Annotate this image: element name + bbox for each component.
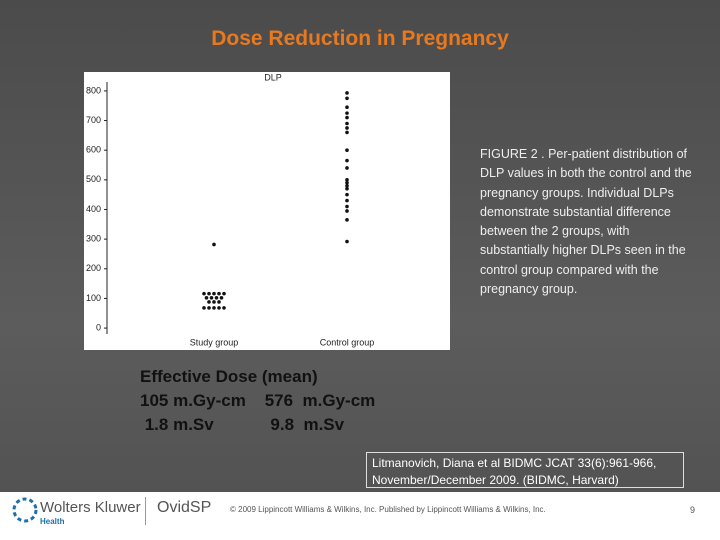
product: OvidSP — [157, 499, 212, 516]
dot — [345, 178, 349, 182]
copyright: © 2009 Lippincott Williams & Wilkins, In… — [230, 505, 546, 514]
dot — [217, 306, 221, 310]
dot — [217, 291, 221, 296]
dot — [222, 306, 226, 310]
dot — [214, 296, 219, 300]
dot — [222, 291, 226, 296]
dot — [345, 105, 349, 109]
dot — [345, 158, 349, 163]
dot — [345, 181, 349, 185]
dot — [345, 198, 349, 203]
citation-line: Litmanovich, Diana et al BIDMC JCAT 33(6… — [372, 456, 657, 470]
dot — [207, 291, 211, 296]
slide-title: Dose Reduction in Pregnancy — [211, 27, 509, 50]
dot — [212, 300, 216, 304]
dot — [212, 306, 216, 310]
footer — [0, 492, 720, 540]
y-tick-label: 700 — [86, 115, 101, 125]
dot — [345, 204, 349, 209]
dot — [345, 111, 349, 115]
dot — [204, 296, 209, 300]
logo-sub: Health — [40, 517, 65, 526]
dot — [345, 130, 349, 135]
dot — [217, 300, 221, 304]
dot — [202, 306, 206, 310]
x-tick-label: Control group — [320, 337, 375, 347]
caption: FIGURE 2 . Per-patient distribution of D… — [480, 147, 692, 297]
dot — [212, 291, 216, 296]
divider — [145, 497, 146, 525]
dose-line: 105 m.Gy-cm 576 m.Gy-cm — [140, 391, 376, 410]
dot — [207, 306, 211, 310]
dot — [207, 300, 211, 304]
y-tick-label: 200 — [86, 263, 101, 273]
y-tick-label: 100 — [86, 293, 101, 303]
chart: DLP 0 100 200 300 400 500 600 700 800 Study group… — [84, 72, 450, 350]
citation-line: November/December 2009. (BIDMC, Harvard) — [372, 473, 619, 487]
y-tick-label: 600 — [86, 145, 101, 155]
dot — [345, 126, 349, 130]
citation: Litmanovich, Diana et al BIDMC JCAT 33(6… — [366, 452, 684, 488]
chart-title: DLP — [264, 72, 282, 82]
dot — [345, 115, 349, 120]
dot — [345, 96, 349, 101]
dot — [345, 183, 349, 188]
dot — [219, 296, 224, 300]
y-tick-label: 0 — [96, 322, 101, 332]
dot — [209, 296, 214, 300]
dot — [345, 166, 349, 170]
dot — [345, 218, 349, 222]
dot — [345, 91, 349, 95]
dose-line: 1.8 m.Sv 9.8 m.Sv — [140, 415, 345, 434]
y-tick-label: 800 — [86, 85, 101, 95]
dose-heading: Effective Dose (mean) — [140, 367, 318, 386]
dot — [212, 242, 216, 247]
y-tick-label: 300 — [86, 234, 101, 244]
dot — [345, 209, 349, 213]
y-tick-label: 400 — [86, 204, 101, 214]
dot — [345, 192, 349, 197]
y-tick-label: 500 — [86, 174, 101, 184]
logo-text: Wolters Kluwer — [40, 499, 141, 516]
dot — [345, 121, 349, 126]
dot — [345, 148, 349, 152]
page-number: 9 — [690, 505, 696, 515]
dot — [202, 291, 206, 296]
x-tick-label: Study group — [190, 337, 239, 347]
dot — [345, 239, 349, 244]
logo-icon — [12, 497, 38, 523]
dot — [345, 186, 349, 191]
